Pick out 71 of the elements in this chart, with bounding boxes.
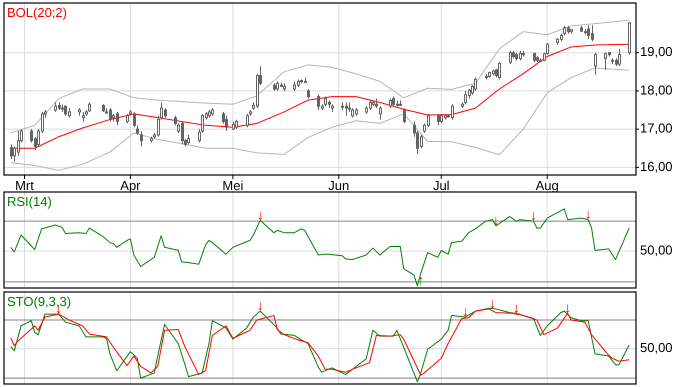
- candlestick: [604, 52, 607, 70]
- candlestick: [618, 48, 621, 67]
- candlestick: [30, 128, 33, 144]
- annotation: ↓: [256, 297, 264, 314]
- candlestick: [509, 50, 512, 65]
- candlestick: [54, 102, 57, 112]
- candlestick: [392, 96, 395, 107]
- x-tick-label: Aug: [536, 178, 559, 193]
- candlestick: [498, 62, 501, 80]
- candlestick: [126, 113, 129, 124]
- candlestick: [464, 90, 467, 105]
- candlestick: [187, 134, 190, 145]
- candlestick: [307, 88, 310, 100]
- y-tick-label: 17,00: [640, 120, 673, 136]
- candlestick: [235, 119, 238, 130]
- y-tick-label: 19,00: [640, 44, 673, 60]
- candlestick: [10, 144, 13, 160]
- candlestick: [379, 106, 382, 120]
- candlestick: [317, 94, 320, 111]
- candlestick: [17, 130, 20, 156]
- candlestick: [164, 108, 167, 118]
- x-tick-label: Mei: [222, 178, 244, 193]
- candlestick: [293, 80, 296, 92]
- candlestick: [109, 108, 112, 122]
- candlestick: [587, 24, 590, 40]
- x-tick-label: Jun: [328, 178, 350, 193]
- candlestick: [427, 113, 430, 128]
- text: 50,00: [640, 340, 673, 356]
- candlestick: [88, 102, 91, 112]
- candlestick: [533, 52, 536, 63]
- x-tick-label: Apr: [120, 178, 142, 193]
- candlestick: [82, 111, 85, 122]
- candlestick: [181, 120, 184, 145]
- annotation: ↓: [492, 212, 500, 228]
- candlestick: [451, 104, 454, 120]
- annotation: ↓: [462, 303, 469, 320]
- candlestick: [140, 130, 143, 147]
- candlestick: [345, 102, 348, 116]
- x-tick-label: Jul: [432, 178, 450, 193]
- candlestick: [474, 77, 477, 92]
- text: 50,00: [640, 242, 673, 258]
- candlestick: [116, 111, 119, 126]
- candlestick: [437, 113, 440, 126]
- y-tick-label: 16,00: [640, 158, 673, 174]
- candlestick: [246, 113, 249, 128]
- candlestick: [591, 24, 594, 42]
- candlestick: [68, 108, 71, 118]
- candlestick: [324, 96, 327, 107]
- candlestick: [276, 80, 279, 92]
- candlestick: [440, 113, 443, 124]
- chart-title: RSI(14): [7, 194, 52, 209]
- candlestick: [468, 88, 471, 100]
- candlestick: [389, 98, 392, 109]
- candlestick: [420, 134, 423, 149]
- y-tick-label: 18,00: [640, 82, 673, 98]
- annotation: ↑: [417, 272, 424, 288]
- annotation: ↓: [256, 206, 264, 222]
- annotation: ↓: [512, 299, 520, 316]
- candlestick: [403, 108, 406, 124]
- annotation: ↓: [584, 206, 592, 222]
- candlestick: [519, 50, 522, 61]
- line-series: [10, 20, 630, 134]
- chart-title: BOL(20;2): [7, 5, 67, 20]
- x-tick-label: Mrt: [15, 178, 34, 193]
- candlestick: [375, 98, 378, 109]
- annotation: ↓: [564, 299, 572, 316]
- candlestick: [225, 115, 228, 132]
- annotation: ↓: [530, 207, 538, 224]
- candlestick: [369, 100, 372, 111]
- candlestick: [594, 52, 597, 76]
- annotation: ↓: [489, 294, 496, 311]
